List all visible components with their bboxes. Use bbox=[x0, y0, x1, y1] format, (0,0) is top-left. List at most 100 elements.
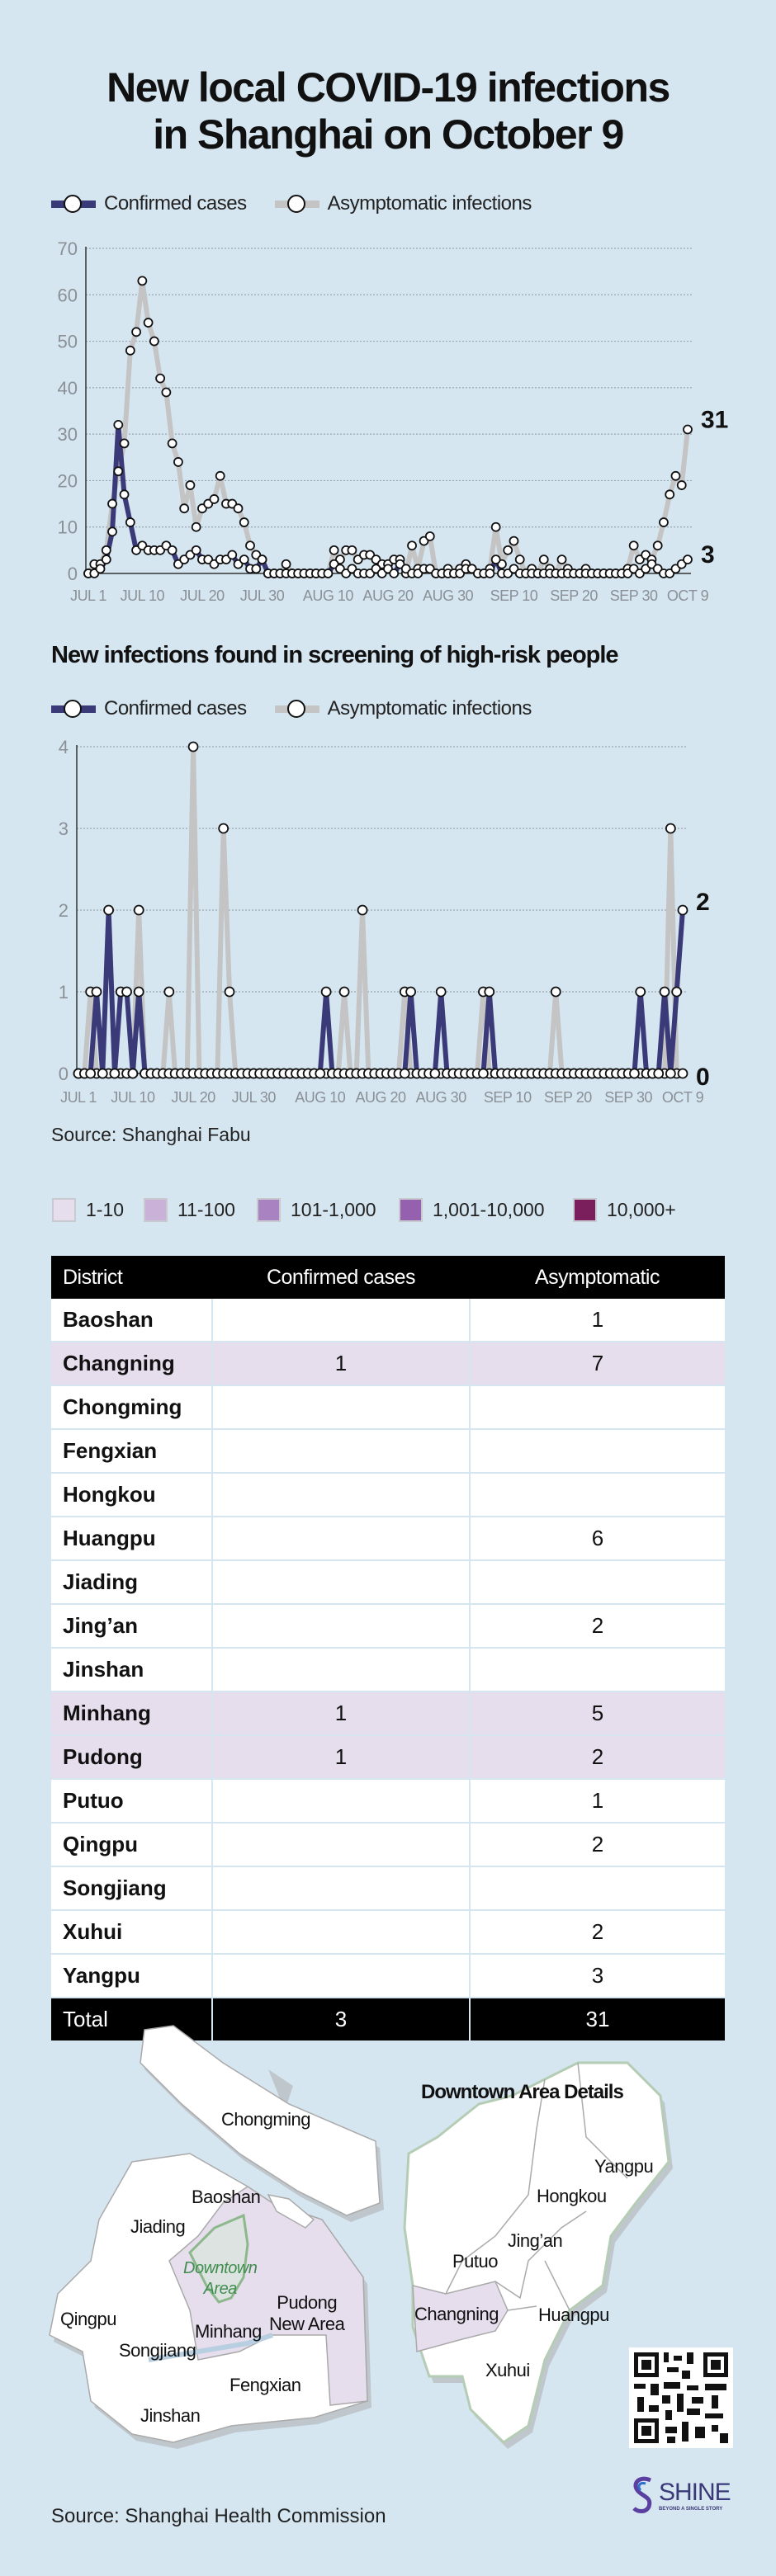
asymptomatic-cell: 1 bbox=[469, 1299, 725, 1342]
confirmed-point bbox=[107, 526, 117, 537]
asymptomatic-cell: 2 bbox=[469, 1735, 725, 1780]
col-asymptomatic: Asymptomatic bbox=[470, 1256, 725, 1299]
confirmed-point bbox=[101, 554, 111, 565]
confirmed-point bbox=[671, 986, 683, 998]
district-cell: Baoshan bbox=[51, 1299, 212, 1342]
confirmed-point bbox=[121, 986, 132, 998]
asymptomatic-point bbox=[245, 540, 255, 551]
asymptomatic-point bbox=[149, 336, 159, 347]
chart1-legend: Confirmed cases Asymptomatic infections bbox=[51, 192, 532, 215]
x-tick-label: SEP 30 bbox=[604, 1089, 652, 1106]
table-row: Qingpu 2 bbox=[51, 1823, 725, 1867]
chart2-title: New infections found in screening of hig… bbox=[51, 642, 619, 668]
map-label-huangpu: Huangpu bbox=[538, 2305, 609, 2325]
legend-asymptomatic: Asymptomatic infections bbox=[327, 192, 532, 215]
confirmed-point bbox=[323, 569, 334, 578]
district-cell: Minhang bbox=[51, 1691, 212, 1736]
confirmed-cell bbox=[211, 1473, 470, 1517]
confirmed-point bbox=[478, 1068, 489, 1079]
asymptomatic-point bbox=[137, 276, 148, 286]
asymptomatic-swatch-icon bbox=[274, 700, 319, 718]
confirmed-cell: 1 bbox=[211, 1691, 470, 1736]
confirmed-point bbox=[167, 545, 177, 555]
x-tick-label: JUL 10 bbox=[111, 1089, 155, 1106]
y-tick-label: 0 bbox=[68, 564, 78, 584]
asymptomatic-end-label: 31 bbox=[701, 407, 728, 434]
confirmed-cell bbox=[211, 1560, 470, 1605]
table-row: Chongming bbox=[51, 1385, 725, 1430]
scale-item: 1-10 bbox=[52, 1198, 124, 1222]
asymptomatic-cell bbox=[469, 1648, 725, 1692]
chongming-island bbox=[140, 2025, 381, 2216]
district-cell: Putuo bbox=[51, 1779, 212, 1823]
asymptomatic-point bbox=[133, 904, 144, 916]
confirmed-point bbox=[683, 554, 693, 565]
legend-asymptomatic: Asymptomatic infections bbox=[327, 697, 532, 719]
asymptomatic-point bbox=[143, 318, 154, 328]
confirmed-point bbox=[629, 1068, 640, 1079]
shine-logo-text: SHINE bbox=[659, 2479, 731, 2506]
shine-logo: SHINE BEYOND A SINGLE STORY bbox=[631, 2475, 738, 2517]
confirmed-point bbox=[227, 550, 238, 560]
asymptomatic-cell: 7 bbox=[469, 1342, 725, 1386]
asymptomatic-point bbox=[659, 517, 669, 527]
x-tick-label: JUL 20 bbox=[171, 1089, 215, 1106]
confirmed-point bbox=[251, 564, 262, 574]
confirmed-cell: 1 bbox=[211, 1735, 470, 1780]
confirmed-point bbox=[659, 986, 670, 998]
x-tick-label: AUG 10 bbox=[303, 587, 354, 604]
map-label-minhang: Minhang bbox=[195, 2321, 262, 2342]
asymptomatic-point bbox=[173, 457, 183, 467]
y-tick-label: 70 bbox=[58, 238, 78, 259]
confirmed-point bbox=[97, 1068, 108, 1079]
x-tick-label: AUG 20 bbox=[362, 587, 414, 604]
confirmed-cell bbox=[211, 1823, 470, 1867]
asymptomatic-point bbox=[509, 535, 519, 546]
x-tick-label: OCT 9 bbox=[667, 587, 709, 604]
asymptomatic-point bbox=[163, 986, 175, 998]
confirmed-point bbox=[315, 1068, 326, 1079]
qr-code-icon[interactable] bbox=[629, 2347, 733, 2448]
asymptomatic-point bbox=[167, 438, 177, 449]
confirmed-cell bbox=[211, 1385, 470, 1430]
asymptomatic-point bbox=[224, 986, 235, 998]
asymptomatic-point bbox=[191, 521, 201, 532]
confirmed-cell bbox=[211, 1910, 470, 1955]
asymptomatic-point bbox=[179, 503, 190, 514]
confirmed-swatch-icon bbox=[51, 195, 96, 213]
asymptomatic-point bbox=[665, 489, 675, 500]
confirmed-point bbox=[191, 545, 201, 555]
district-cell: Jing’an bbox=[51, 1604, 212, 1649]
x-tick-label: JUL 10 bbox=[121, 587, 165, 604]
confirmed-point bbox=[109, 1068, 121, 1079]
shanghai-map bbox=[49, 2025, 673, 2449]
total-asymptomatic: 31 bbox=[469, 1998, 725, 2042]
asymptomatic-point bbox=[550, 986, 561, 998]
asymptomatic-point bbox=[628, 540, 639, 551]
table-row: Jing’an 2 bbox=[51, 1604, 725, 1649]
x-tick-label: JUL 1 bbox=[60, 1089, 97, 1106]
confirmed-cell bbox=[211, 1866, 470, 1911]
confirmed-cell bbox=[211, 1954, 470, 1998]
map-label-fengxian: Fengxian bbox=[229, 2375, 301, 2395]
map-label-downtown-line2: Area bbox=[203, 2280, 238, 2298]
x-tick-label: JUL 30 bbox=[232, 1089, 277, 1106]
color-scale-legend: 1-10 11-100 101-1,000 1,001-10,000 10,00… bbox=[52, 1198, 729, 1224]
district-cell: Yangpu bbox=[51, 1954, 212, 1998]
asymptomatic-point bbox=[652, 540, 663, 551]
page-title-line2: in Shanghai on October 9 bbox=[153, 111, 624, 158]
downtown-outline bbox=[188, 2213, 249, 2304]
asymptomatic-point bbox=[113, 466, 124, 477]
x-tick-label: SEP 10 bbox=[490, 587, 538, 604]
asymptomatic-end-label: 0 bbox=[696, 1064, 710, 1091]
confirmed-point bbox=[95, 564, 106, 574]
asymptomatic-point bbox=[107, 498, 117, 509]
y-tick-label: 50 bbox=[58, 332, 78, 352]
asymptomatic-cell bbox=[469, 1560, 725, 1605]
confirmed-point bbox=[113, 419, 124, 430]
x-tick-label: OCT 9 bbox=[662, 1089, 704, 1106]
scale-label: 101-1,000 bbox=[291, 1199, 376, 1220]
scale-label: 1-10 bbox=[86, 1199, 125, 1220]
asymptomatic-point bbox=[357, 904, 368, 916]
asymptomatic-cell: 2 bbox=[469, 1604, 725, 1649]
